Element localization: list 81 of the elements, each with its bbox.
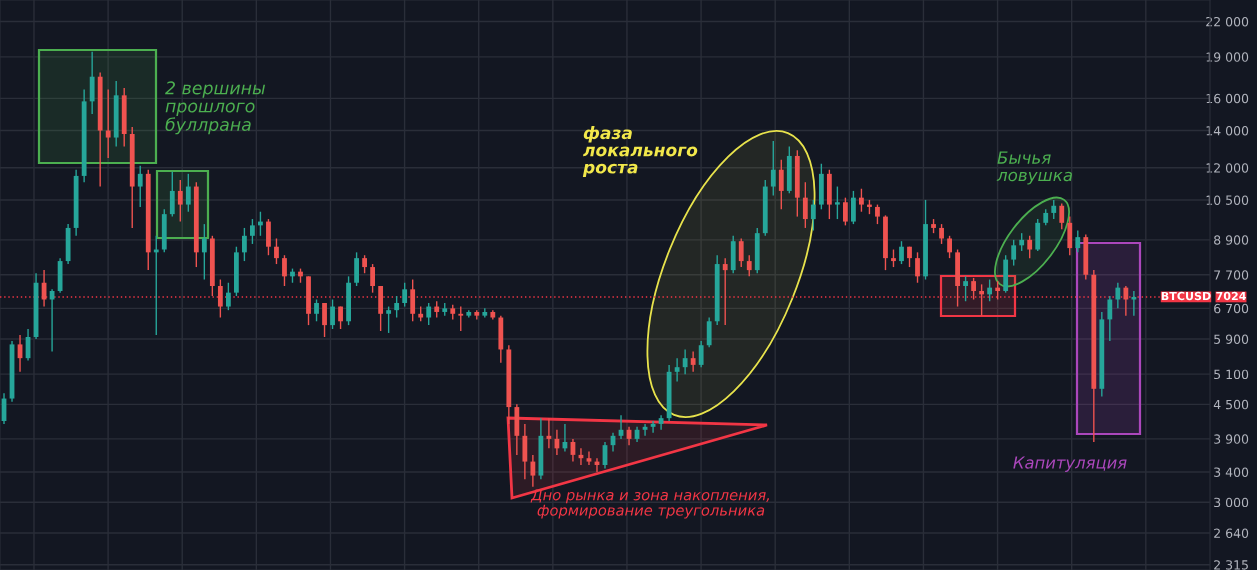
candlestick <box>706 316 712 349</box>
y-tick-label: 3 000 <box>1214 497 1249 508</box>
candlestick <box>137 165 143 208</box>
annotation: BTCUSD <box>1161 291 1211 301</box>
candlestick <box>177 179 183 223</box>
candlestick <box>810 199 816 232</box>
y-tick-label: 14 000 <box>1206 126 1249 136</box>
candlestick <box>426 302 432 326</box>
annotation: фаза локального роста <box>582 126 698 177</box>
y-tick-label: 4 500 <box>1213 399 1249 410</box>
candlestick <box>722 257 728 326</box>
y-tick-label: 12 000 <box>1206 163 1249 173</box>
candlestick <box>939 223 944 245</box>
candlestick <box>875 203 880 225</box>
candlestick <box>330 298 335 330</box>
y-tick-label: 5 900 <box>1214 334 1249 344</box>
candlestick <box>314 298 319 322</box>
y-tick-label: 5 100 <box>1214 369 1249 380</box>
candlestick <box>698 340 704 368</box>
candlestick <box>915 251 920 284</box>
candlestick <box>394 295 400 319</box>
candlestick <box>250 218 255 245</box>
y-tick-label: 16 000 <box>1206 93 1249 104</box>
candlestick <box>458 305 464 332</box>
y-tick-label: 10 500 <box>1206 195 1249 205</box>
y-tick-label: 2 640 <box>1214 528 1249 538</box>
candlestick <box>217 278 223 319</box>
candlestick <box>1011 239 1017 267</box>
candlestick <box>963 275 968 302</box>
y-tick-label: 3 400 <box>1214 467 1249 477</box>
candlestick <box>802 181 808 229</box>
candlestick <box>851 190 856 225</box>
candlestick <box>370 263 376 294</box>
candlestick <box>242 227 247 262</box>
candlestick <box>899 240 904 265</box>
y-tick-label: 2 315 <box>1214 560 1248 570</box>
y-tick-label: 19 000 <box>1206 52 1249 62</box>
y-tick-label: 22 000 <box>1206 16 1249 27</box>
annotation: 2 вершины прошлого буллрана <box>165 81 266 135</box>
candlestick <box>1027 235 1033 259</box>
y-tick-label: 6 700 <box>1214 303 1249 314</box>
candlestick <box>1107 295 1113 342</box>
y-tick-label: 7 700 <box>1214 270 1249 280</box>
candlestick <box>1115 282 1121 310</box>
candlestick <box>105 88 111 159</box>
candlestick <box>169 171 175 218</box>
candlestick <box>1075 229 1081 254</box>
annotation: Капитуляция <box>1013 456 1127 472</box>
candlestick <box>834 185 840 220</box>
candlestick <box>402 282 408 308</box>
candlestick <box>530 454 536 488</box>
candlestick <box>185 173 191 213</box>
candlestick <box>201 223 207 281</box>
candlestick <box>842 196 848 227</box>
candlestick <box>1123 285 1129 317</box>
candlestick <box>770 140 776 197</box>
candlestick <box>738 237 744 268</box>
candlestick <box>987 278 993 302</box>
candlestick <box>322 302 327 338</box>
ref-line-label: 7024 <box>1216 291 1246 301</box>
candlestick <box>995 280 1001 301</box>
annotation: Бычья ловушка <box>996 151 1072 185</box>
candlestick <box>586 450 592 466</box>
candlestick <box>682 348 688 375</box>
candlestick <box>971 277 977 301</box>
candlestick <box>1059 202 1065 230</box>
candlestick <box>778 159 784 211</box>
candlestick <box>859 188 864 213</box>
candlestick <box>282 254 287 287</box>
candlestick <box>674 357 680 383</box>
candlestick <box>690 350 696 373</box>
y-tick-label: 3 900 <box>1214 434 1249 444</box>
candlestick <box>1051 199 1057 220</box>
candlestick <box>947 235 952 259</box>
candlestick <box>386 305 392 334</box>
candlestick <box>746 254 752 278</box>
candlestick <box>979 283 985 317</box>
candlestick <box>225 282 231 311</box>
candlestick <box>274 237 279 265</box>
candlestick <box>1131 290 1137 317</box>
y-tick-label: 8 900 <box>1214 235 1249 245</box>
